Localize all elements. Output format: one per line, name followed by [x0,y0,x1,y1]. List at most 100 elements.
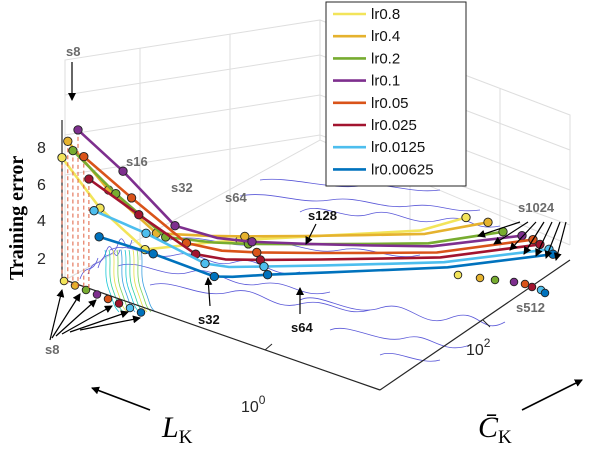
legend-label: lr0.05 [371,95,409,112]
data-point [114,299,124,308]
legend-item: lr0.05 [333,95,409,112]
data-point [89,206,99,216]
data-point [548,249,558,259]
contour-line [79,257,99,280]
series-lr0.00625 [94,232,558,317]
annotation-s1024: s1024 [518,200,555,215]
data-point [252,247,262,258]
legend: lr0.8 lr0.4 lr0.2 lr0.1 lr0.05 lr0.025 lr0.012… [325,1,467,187]
contour-line [87,246,121,275]
contour-line [140,249,156,313]
legend-item: lr0.025 [333,117,417,134]
annotation-arrows [49,62,567,341]
data-point [136,308,146,317]
annotation-arrow [477,221,521,238]
y-tick-label: 8 [37,140,46,157]
data-point [59,276,69,286]
legend-box [325,1,467,187]
annotation-s64-bottom: s64 [291,320,313,335]
annotation-arrow [55,299,97,337]
contour-line [136,249,152,313]
legend-label: lr0.1 [371,73,400,90]
annotation-s128: s128 [308,208,337,223]
y-axis-label: Training error [6,156,28,280]
legend-label: lr0.0125 [371,139,425,156]
data-point [475,273,485,283]
contour-line [112,249,128,313]
series-lr0.1 [73,125,527,299]
legend-label: lr0.2 [371,50,400,67]
data-point [170,221,180,231]
data-point [126,193,137,203]
data-point [453,270,463,280]
annotation-arrow [204,277,213,307]
x-axis-label: LK [161,411,193,448]
x-tick-label: 100 [241,393,266,416]
data-point [63,136,73,146]
annotation-s32: s32 [171,180,193,195]
y-tick-label: 4 [37,213,46,230]
data-point [200,258,210,269]
data-point [81,285,91,295]
legend-item: lr0.1 [333,73,400,90]
data-point [509,277,519,287]
y-tick-label: 2 [37,251,46,268]
contour-line [149,283,371,313]
legend-item: lr0.00625 [333,161,434,178]
z-direction-arrow [521,379,583,411]
annotation-arrow [553,221,567,261]
data-point [134,210,144,220]
legend-item: lr0.8 [333,6,400,23]
contour-line [128,249,144,313]
data-point [84,174,94,184]
annotation-arrow [523,221,545,255]
contour-line [299,207,501,228]
legend-label: lr0.4 [371,28,400,45]
z-axis-label: C̄K [478,411,512,448]
annotation-s32-bottom: s32 [198,312,220,327]
data-point [57,152,67,163]
legend-item: lr0.2 [333,50,400,67]
background-grid [64,19,571,281]
data-point [94,232,104,242]
contour-line [117,263,331,295]
data-point [259,261,269,272]
annotation-arrow [509,221,537,251]
data-point [247,237,257,247]
data-point [148,249,158,259]
data-point [483,217,493,227]
contour-line [379,353,441,362]
data-point [540,288,550,298]
annotation-s8-bottom: s8 [45,342,59,357]
annotation-arrow [69,310,129,333]
contour-line [299,297,506,327]
annotation-arrow [49,289,65,341]
data-point [92,290,102,299]
data-point [517,231,527,241]
annotation-arrow [535,221,553,257]
data-point [118,166,128,176]
annotation-s512: s512 [516,300,545,315]
data-point [73,125,83,135]
data-point [68,145,78,156]
annotation-s8-top: s8 [66,44,80,59]
legend-item: lr0.4 [333,28,400,45]
data-point [141,228,151,238]
contour-line [124,249,140,313]
x-direction-arrow [91,386,151,411]
annotation-s16: s16 [126,154,148,169]
data-point [103,294,113,304]
legend-label: lr0.8 [371,6,400,23]
z-tick-label: 102 [466,336,491,359]
data-point [262,270,273,280]
annotation-arrow [544,221,561,259]
contour-line [329,328,471,349]
data-point [461,212,471,223]
data-point [527,282,537,292]
annotation-arrow [493,221,529,245]
legend-label: lr0.025 [371,117,417,134]
legend-label: lr0.00625 [371,161,434,178]
x-axis-ticks [264,319,491,351]
series-layer [57,125,558,317]
